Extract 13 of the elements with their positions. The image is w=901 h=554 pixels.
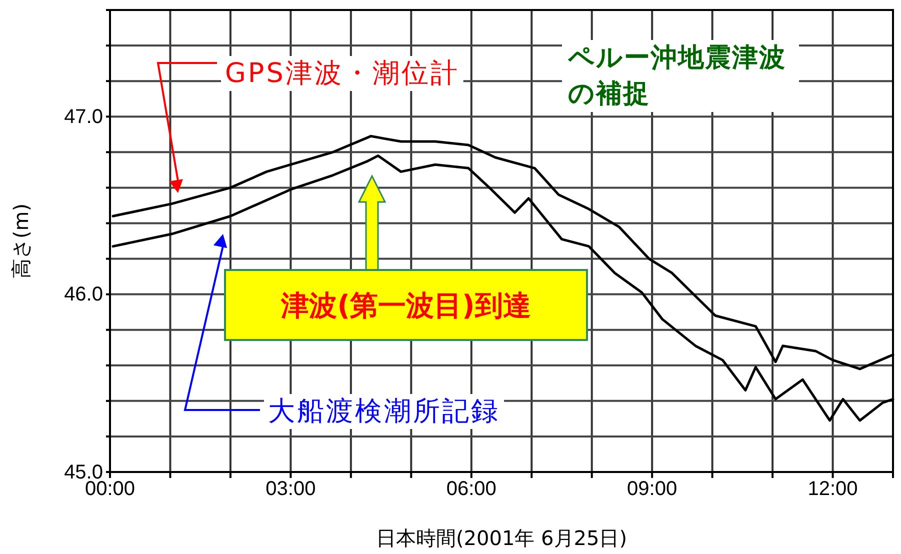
annotation: GPS津波・潮位計	[225, 58, 460, 89]
annotation: 津波(第一波目)到達	[280, 289, 531, 322]
y-axis-title: 高さ(m)	[9, 203, 33, 279]
x-tick-label: 00:00	[84, 478, 136, 500]
x-axis-title: 日本時間(2001年 6月25日)	[376, 526, 628, 550]
annotation: 大船渡検潮所記録	[268, 396, 500, 427]
y-tick-label: 46.0	[64, 284, 103, 306]
y-tick-label: 47.0	[64, 106, 103, 128]
x-tick-label: 09:00	[627, 478, 678, 500]
x-tick-label: 06:00	[446, 478, 496, 500]
x-tick-label: 12:00	[808, 478, 858, 500]
x-tick-label: 03:00	[266, 478, 316, 500]
text: ペルー沖地震津波の補捉	[562, 40, 799, 112]
